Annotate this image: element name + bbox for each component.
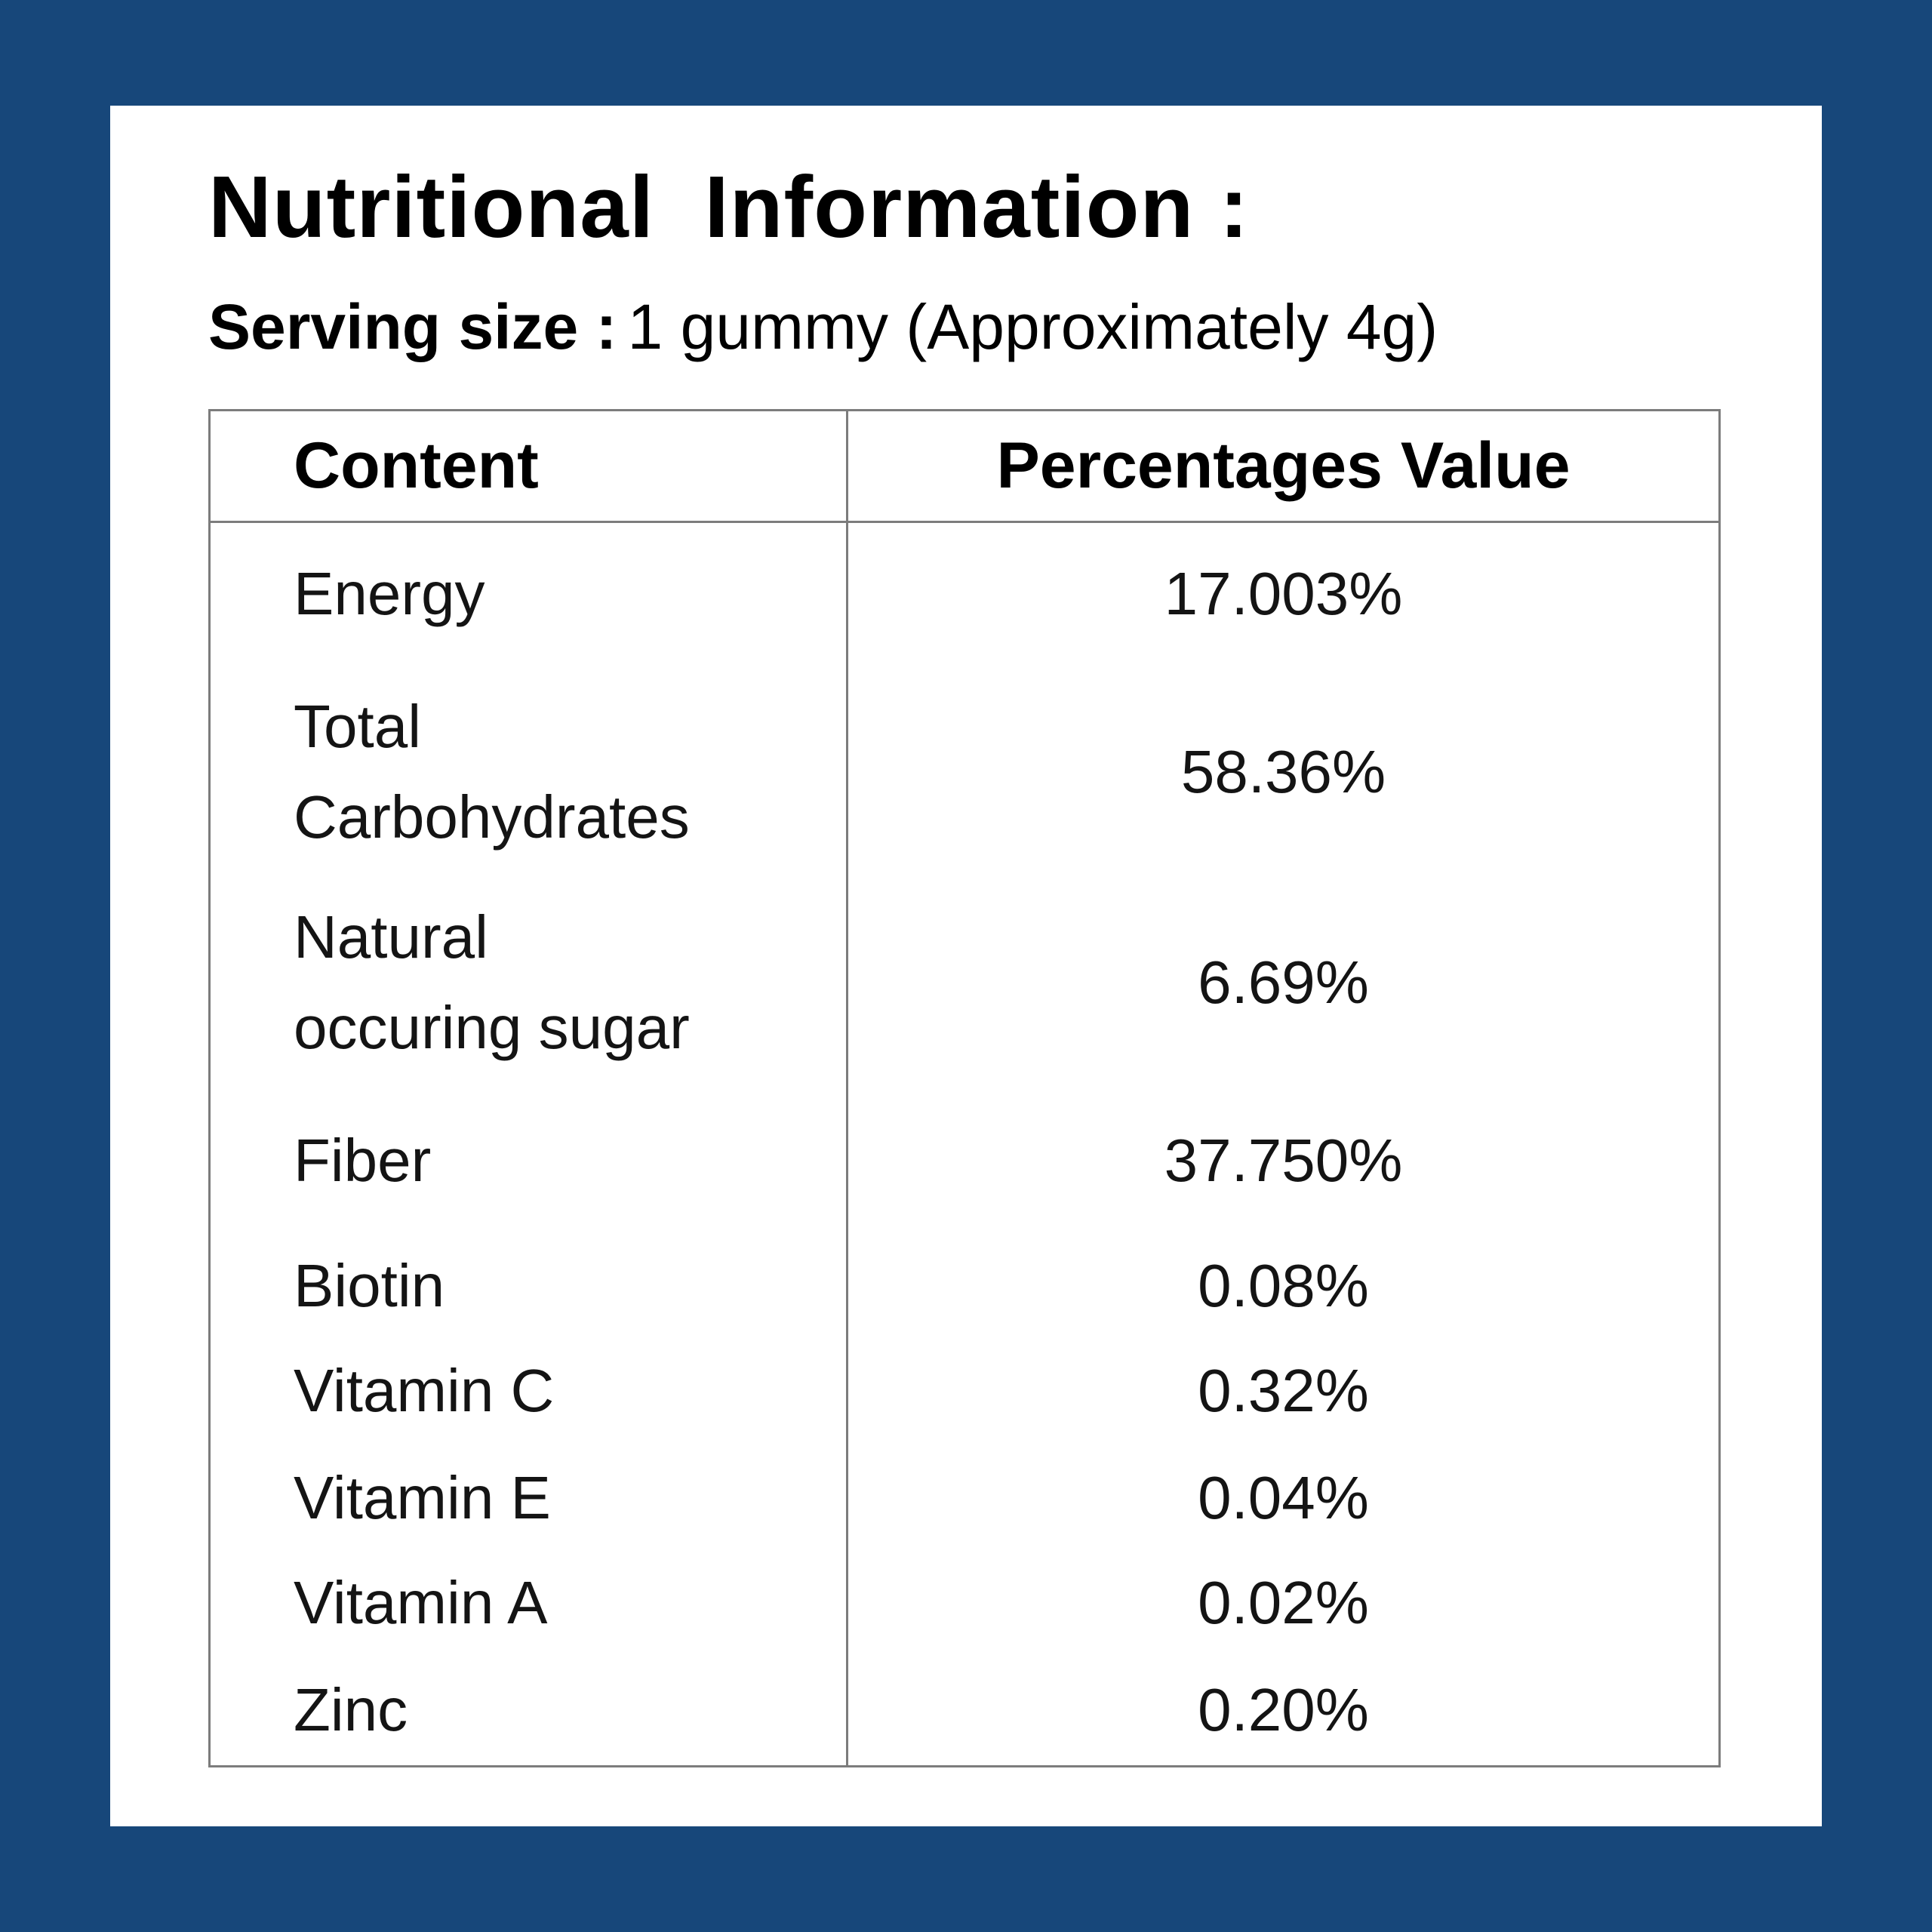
content-cell: Fiber: [211, 1086, 848, 1235]
table-body: Energy 17.003% Total Carbohydrates 58.36…: [211, 523, 1718, 1765]
content-cell: Biotin: [211, 1235, 848, 1337]
serving-size-label: Serving size :: [208, 291, 617, 362]
value-cell: 0.02%: [1198, 1568, 1369, 1636]
table-row: Vitamin C 0.32%: [211, 1337, 1718, 1445]
value-column-header: Percentages Value: [996, 429, 1571, 502]
table-row: Energy 17.003%: [211, 523, 1718, 665]
table-row: Vitamin A 0.02%: [211, 1550, 1718, 1655]
content-cell: Vitamin C: [211, 1337, 848, 1445]
content-cell: Zinc: [211, 1655, 848, 1765]
table-row: Natural occuring sugar 6.69%: [211, 879, 1718, 1086]
content-cell: Vitamin E: [211, 1445, 848, 1550]
content-cell: Natural occuring sugar: [211, 879, 848, 1086]
value-cell: 0.20%: [1198, 1676, 1369, 1743]
content-cell: Vitamin A: [211, 1550, 848, 1655]
value-cell: 17.003%: [1164, 560, 1403, 627]
nutrition-card: Nutritional Information : Serving size :…: [110, 106, 1822, 1826]
value-cell: 0.08%: [1198, 1252, 1369, 1319]
table-row: Zinc 0.20%: [211, 1655, 1718, 1765]
table-row: Vitamin E 0.04%: [211, 1445, 1718, 1550]
nutrition-table: Content Percentages Value Energy 17.003%…: [208, 409, 1721, 1767]
serving-size-line: Serving size :1 gummy (Approximately 4g): [208, 288, 1724, 367]
table-row: Biotin 0.08%: [211, 1235, 1718, 1337]
content-column-header: Content: [211, 411, 848, 521]
value-cell: 0.04%: [1198, 1463, 1369, 1531]
value-cell: 6.69%: [1198, 949, 1369, 1016]
content-cell: Energy: [211, 523, 848, 665]
serving-size-value: 1 gummy (Approximately 4g): [627, 291, 1438, 362]
table-row: Fiber 37.750%: [211, 1086, 1718, 1235]
value-cell: 0.32%: [1198, 1357, 1369, 1424]
value-cell: 37.750%: [1164, 1127, 1403, 1194]
content-cell: Total Carbohydrates: [211, 665, 848, 879]
page-title: Nutritional Information :: [208, 158, 1250, 256]
table-header-row: Content Percentages Value: [211, 411, 1718, 523]
value-cell: 58.36%: [1180, 738, 1386, 805]
table-row: Total Carbohydrates 58.36%: [211, 665, 1718, 879]
